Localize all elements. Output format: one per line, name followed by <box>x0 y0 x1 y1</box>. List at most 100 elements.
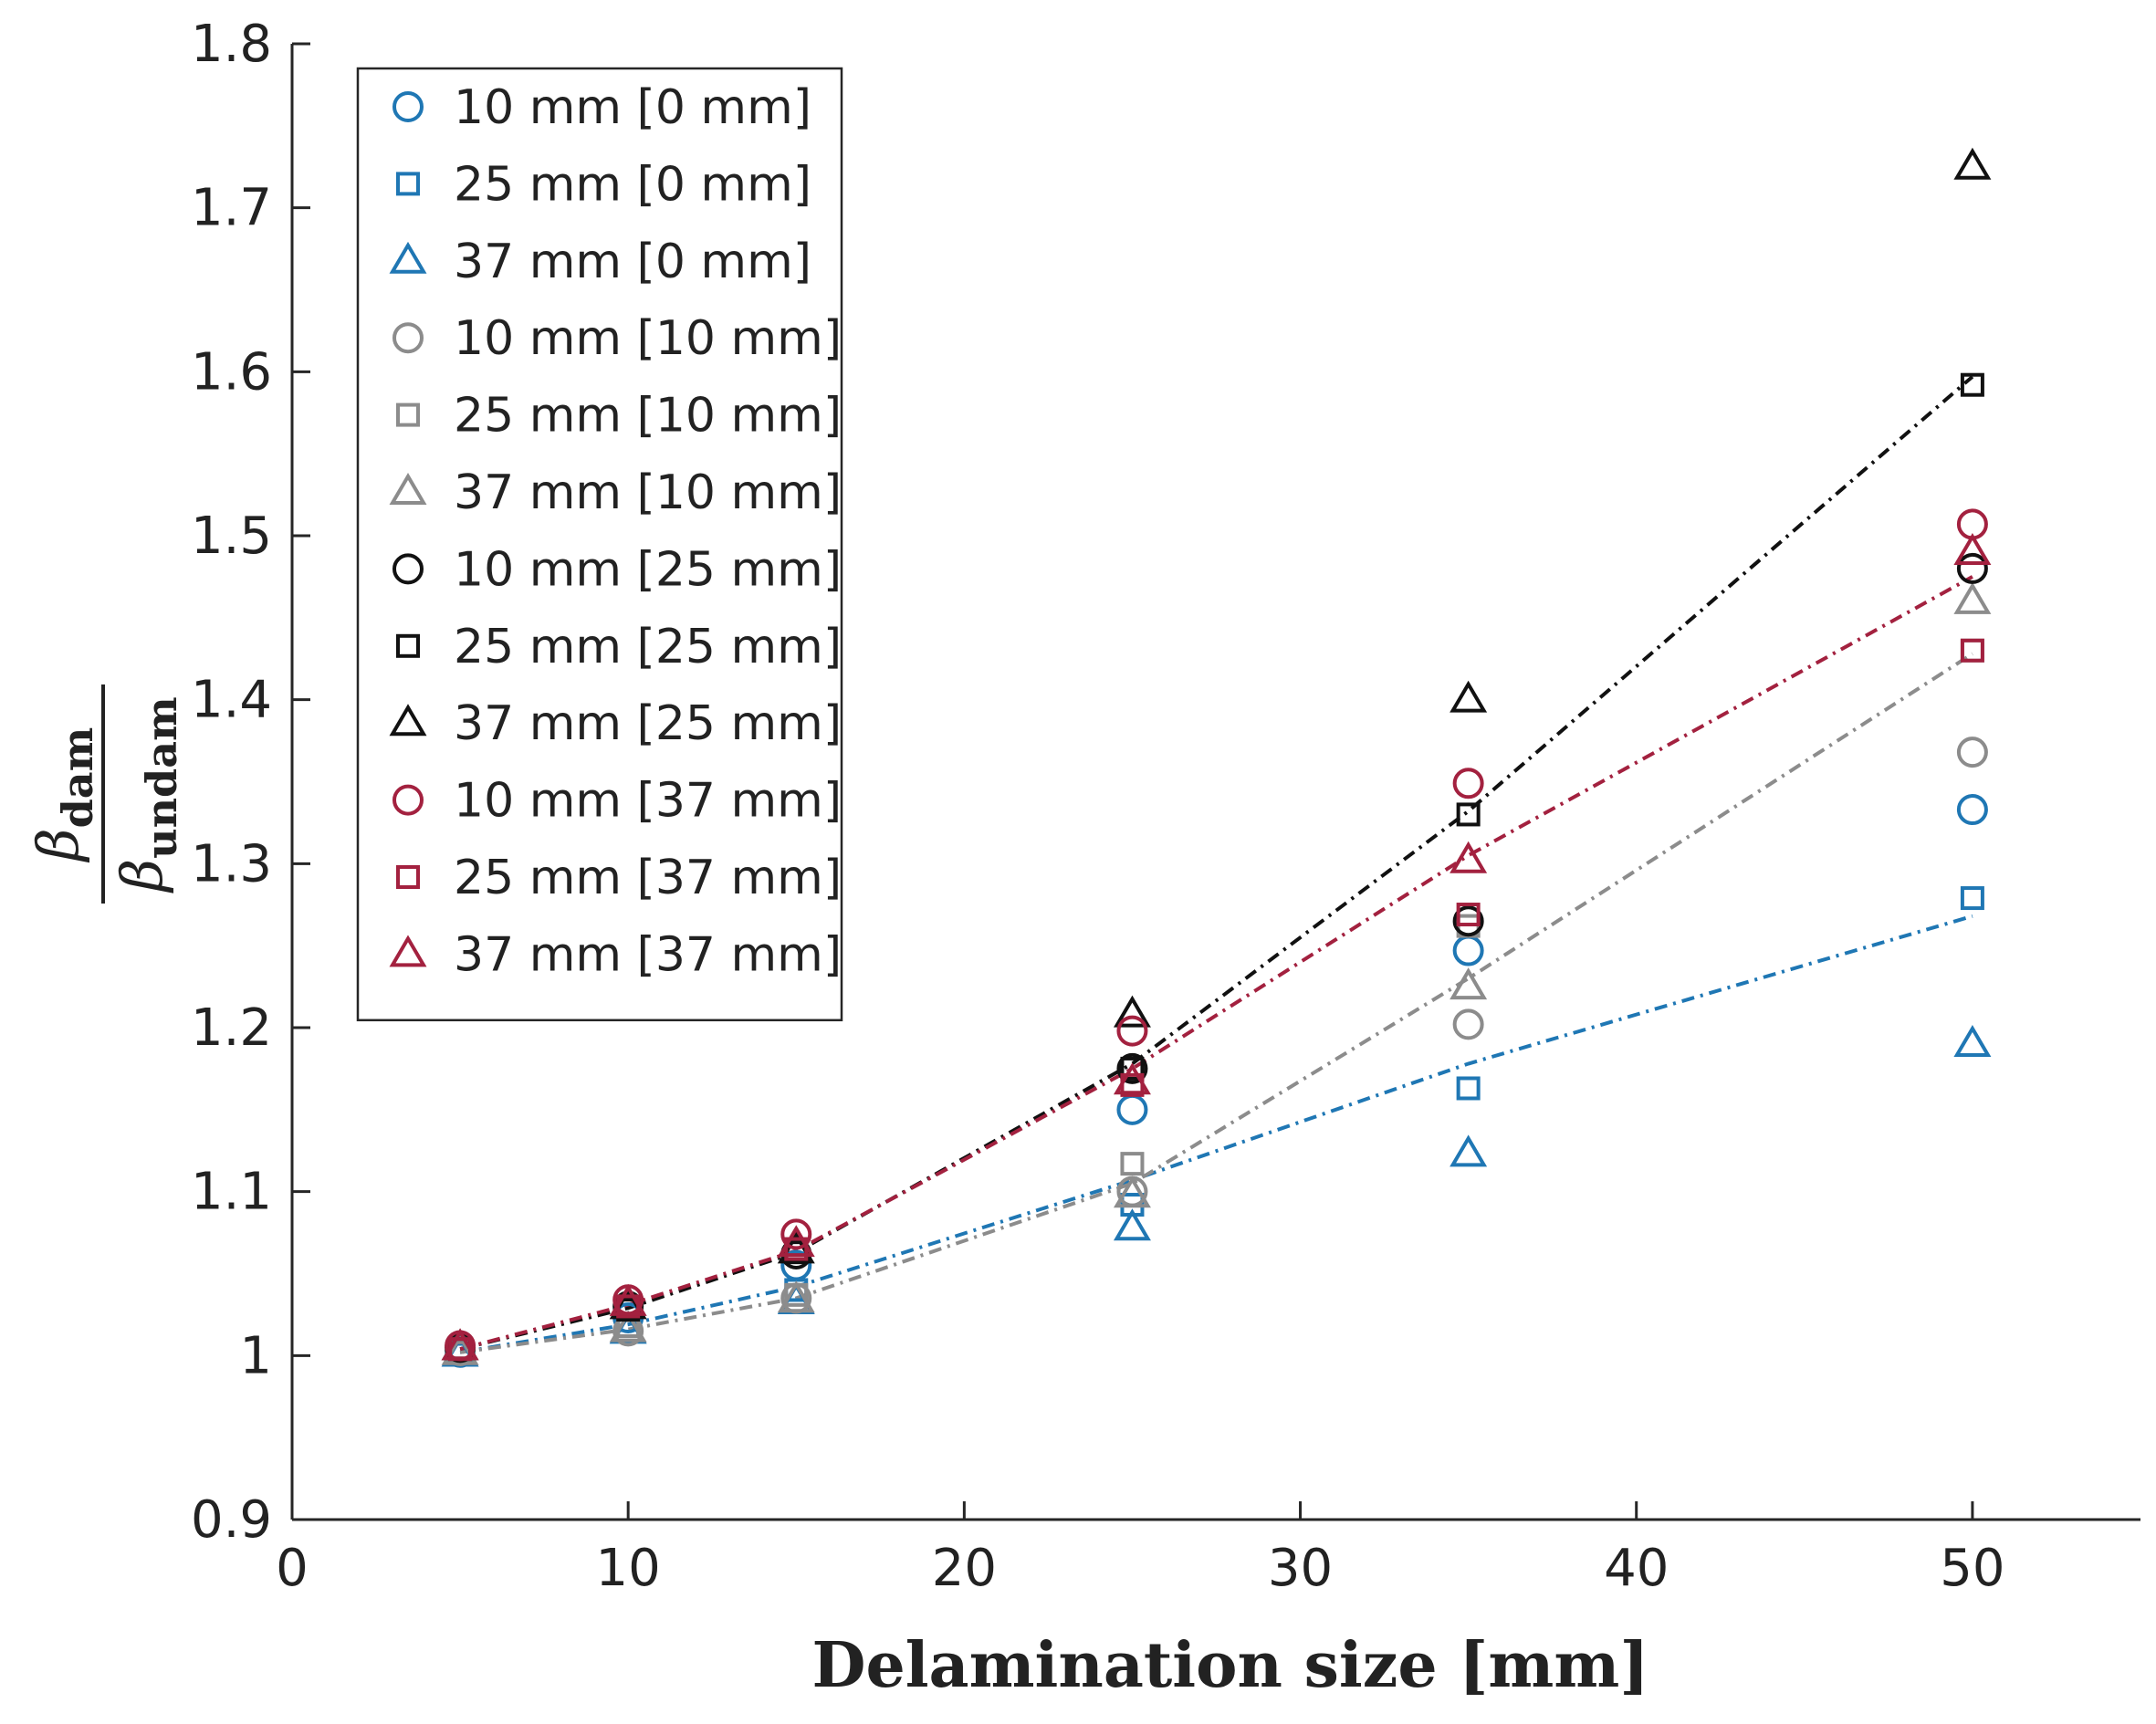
legend-label: 10 mm [37 mm] <box>454 774 842 829</box>
legend-marker <box>389 935 427 967</box>
data-point <box>1113 1062 1151 1095</box>
data-point <box>1452 1008 1484 1040</box>
data-point <box>1116 1015 1148 1047</box>
data-point <box>1960 372 1984 397</box>
y-tick-label: 1.3 <box>191 834 272 893</box>
data-point <box>1452 768 1484 799</box>
y-tick-label: 0.9 <box>191 1490 272 1550</box>
legend-marker <box>392 91 424 122</box>
data-point <box>609 1283 647 1316</box>
legend-entry: 25 mm [0 mm] <box>396 157 811 212</box>
data-point <box>1452 905 1484 937</box>
data-point <box>1113 995 1151 1028</box>
data-points <box>441 147 1992 1368</box>
legend-label: 10 mm [0 mm] <box>454 80 811 135</box>
legend-label: 37 mm [10 mm] <box>454 465 842 520</box>
y-axis-label: βdam βundam <box>25 684 186 904</box>
y-tick-label: 1.1 <box>191 1163 272 1222</box>
y-tick-label: 1.2 <box>191 998 272 1058</box>
data-point <box>1953 533 1992 565</box>
data-point <box>1450 680 1488 713</box>
data-point <box>1960 638 1984 663</box>
legend-label: 25 mm [25 mm] <box>454 620 842 674</box>
legend-label: 25 mm [37 mm] <box>454 851 842 905</box>
legend-box <box>356 67 843 1022</box>
data-point <box>1116 1052 1148 1084</box>
data-point <box>609 1310 647 1343</box>
legend-marker <box>389 473 427 505</box>
y-label-numerator: βdam <box>25 727 102 863</box>
data-point <box>777 1225 815 1258</box>
legend-marker <box>389 241 427 274</box>
legend: 10 mm [0 mm] 25 mm [0 mm] 37 mm [0 mm] 10 m… <box>356 67 843 1022</box>
data-point <box>1113 1208 1151 1241</box>
data-point <box>1456 1076 1481 1101</box>
legend-label: 37 mm [37 mm] <box>454 927 842 982</box>
legend-entry: 37 mm [37 mm] <box>389 927 842 982</box>
data-point <box>1960 886 1984 911</box>
legend-label: 10 mm [10 mm] <box>454 311 842 366</box>
y-tick-label: 1.4 <box>191 671 272 730</box>
series-11 <box>441 533 1992 1361</box>
legend-marker <box>392 553 424 585</box>
y-tick-label: 1.8 <box>191 15 272 74</box>
data-point <box>1956 794 1988 826</box>
legend-entry: 10 mm [37 mm] <box>392 774 842 829</box>
legend-marker <box>396 402 420 427</box>
data-point <box>1953 147 1992 180</box>
legend-label: 10 mm [25 mm] <box>454 542 842 597</box>
legend-marker <box>389 704 427 737</box>
data-point <box>1120 1152 1145 1176</box>
x-tick-label: 50 <box>1940 1539 2004 1598</box>
data-point <box>1956 737 1988 768</box>
x-tick-label: 20 <box>932 1539 997 1598</box>
y-tick-label: 1.5 <box>191 507 272 566</box>
x-tick-label: 0 <box>276 1539 309 1598</box>
legend-marker <box>392 784 424 816</box>
series-5 <box>441 581 1992 1365</box>
axes: 0.9 1 1.1 1.2 1.3 1.4 1.5 1.6 1.7 1.8 0 10 20 30 40 50 <box>191 15 2140 1598</box>
data-point <box>777 1231 815 1264</box>
data-point <box>441 1332 479 1365</box>
legend-entry: 25 mm [10 mm] <box>396 389 842 444</box>
legend-label: 25 mm [10 mm] <box>454 389 842 444</box>
x-tick-label: 10 <box>596 1539 661 1598</box>
legend-entry: 10 mm [25 mm] <box>392 542 842 597</box>
legend-entry: 25 mm [37 mm] <box>396 851 842 905</box>
y-label-denominator-sub: undam <box>137 696 186 859</box>
x-axis-label: Delamination size [mm] <box>811 1629 1648 1702</box>
trend-blue <box>459 914 1973 1354</box>
legend-label: 25 mm [0 mm] <box>454 157 811 212</box>
axis-labels: Delamination size [mm] βdam βundam <box>25 684 1649 1702</box>
legend-marker <box>392 322 424 354</box>
trend-lines <box>459 375 1974 1354</box>
data-point <box>1113 1175 1151 1208</box>
data-point <box>1452 935 1484 966</box>
y-label-numerator-symbol: β <box>25 828 91 862</box>
data-point <box>1456 903 1481 927</box>
legend-marker <box>396 172 420 196</box>
data-point <box>777 1280 815 1313</box>
data-point <box>1456 802 1481 827</box>
y-tick-label: 1 <box>239 1326 272 1385</box>
legend-entry: 37 mm [0 mm] <box>389 235 811 289</box>
legend-entry: 10 mm [0 mm] <box>392 80 811 135</box>
trend-red <box>459 575 1973 1352</box>
legend-label: 37 mm [0 mm] <box>454 235 811 289</box>
legend-entry: 37 mm [25 mm] <box>389 696 842 751</box>
data-point <box>1450 1134 1488 1167</box>
data-point <box>1953 1025 1992 1057</box>
x-tick-label: 30 <box>1268 1539 1333 1598</box>
y-label-numerator-sub: dam <box>53 727 102 829</box>
data-point <box>780 1218 812 1250</box>
data-point <box>1953 581 1992 614</box>
trend-gray <box>459 652 1973 1354</box>
legend-entry: 10 mm [10 mm] <box>392 311 842 366</box>
y-tick-label: 1.7 <box>191 179 272 238</box>
x-tick-label: 40 <box>1604 1539 1669 1598</box>
data-point <box>1450 967 1488 1000</box>
data-point <box>1956 552 1988 584</box>
y-label-denominator: βundam <box>109 696 186 893</box>
